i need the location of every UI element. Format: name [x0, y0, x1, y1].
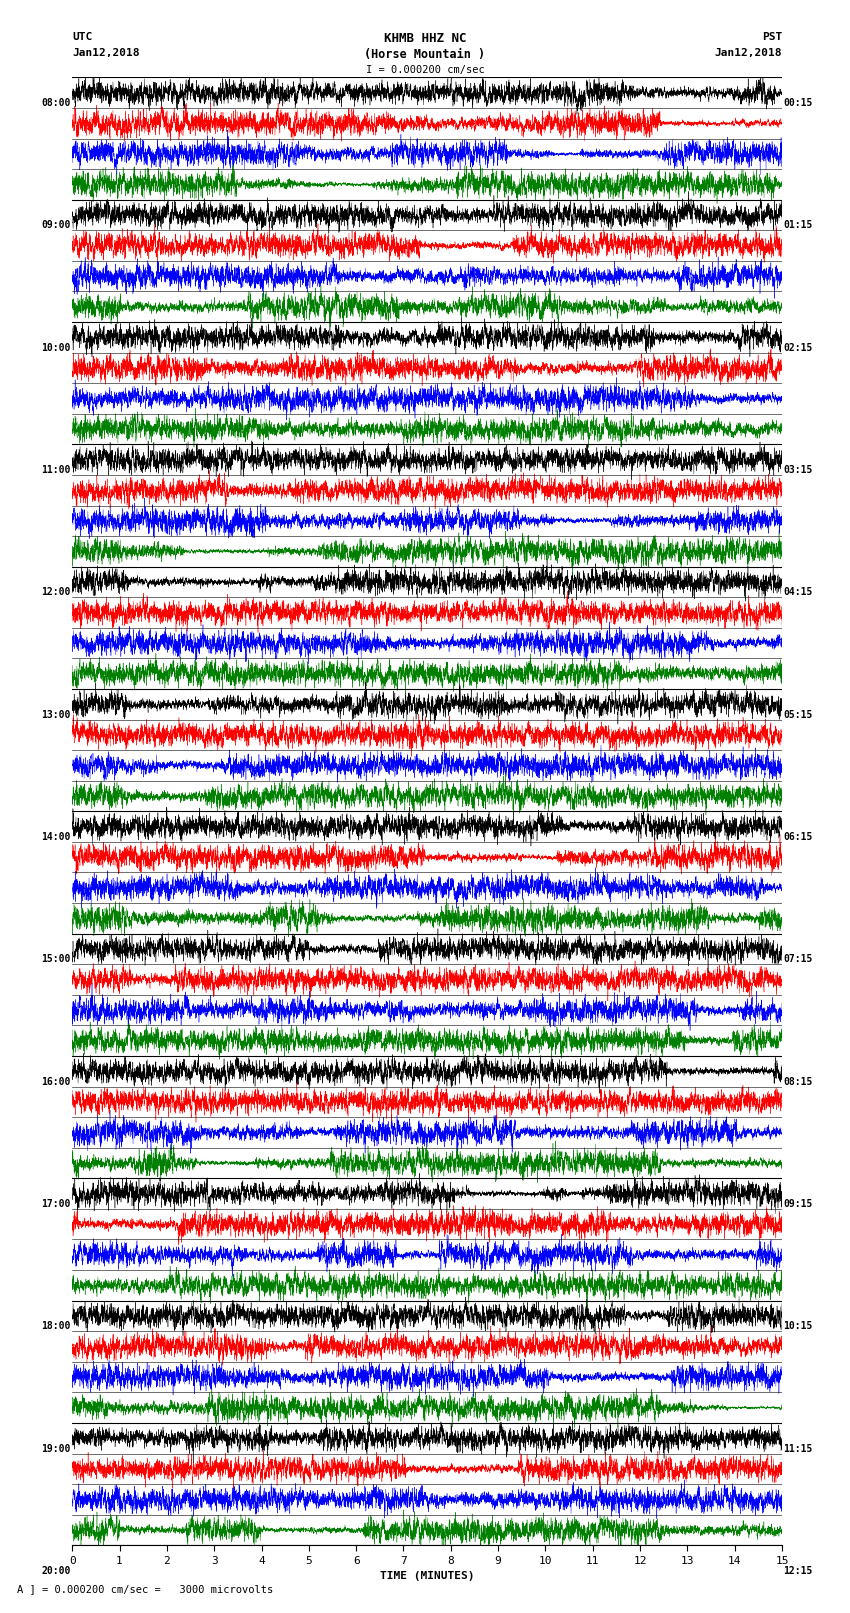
- Text: 10:00: 10:00: [42, 342, 71, 353]
- Text: 03:15: 03:15: [784, 465, 813, 474]
- Text: KHMB HHZ NC: KHMB HHZ NC: [383, 32, 467, 45]
- Text: 01:15: 01:15: [784, 221, 813, 231]
- Text: 12:00: 12:00: [42, 587, 71, 597]
- Text: 04:15: 04:15: [784, 587, 813, 597]
- Text: 02:15: 02:15: [784, 342, 813, 353]
- Text: PST: PST: [762, 32, 782, 42]
- Text: 00:15: 00:15: [784, 98, 813, 108]
- Text: 20:00: 20:00: [42, 1566, 71, 1576]
- Text: 08:15: 08:15: [784, 1076, 813, 1087]
- Text: 11:15: 11:15: [784, 1444, 813, 1453]
- Text: 11:00: 11:00: [42, 465, 71, 474]
- Text: 06:15: 06:15: [784, 832, 813, 842]
- Text: UTC: UTC: [72, 32, 93, 42]
- Text: 15:00: 15:00: [42, 955, 71, 965]
- Text: 18:00: 18:00: [42, 1321, 71, 1331]
- Text: 19:00: 19:00: [42, 1444, 71, 1453]
- Text: (Horse Mountain ): (Horse Mountain ): [365, 48, 485, 61]
- Text: 12:15: 12:15: [784, 1566, 813, 1576]
- Text: Jan12,2018: Jan12,2018: [72, 48, 139, 58]
- X-axis label: TIME (MINUTES): TIME (MINUTES): [380, 1571, 474, 1581]
- Text: 08:00: 08:00: [42, 98, 71, 108]
- Text: 10:15: 10:15: [784, 1321, 813, 1331]
- Text: A ] = 0.000200 cm/sec =   3000 microvolts: A ] = 0.000200 cm/sec = 3000 microvolts: [17, 1584, 273, 1594]
- Text: 05:15: 05:15: [784, 710, 813, 719]
- Text: 16:00: 16:00: [42, 1076, 71, 1087]
- Text: 09:00: 09:00: [42, 221, 71, 231]
- Text: I = 0.000200 cm/sec: I = 0.000200 cm/sec: [366, 65, 484, 74]
- Text: 13:00: 13:00: [42, 710, 71, 719]
- Text: 07:15: 07:15: [784, 955, 813, 965]
- Text: 17:00: 17:00: [42, 1198, 71, 1208]
- Text: Jan12,2018: Jan12,2018: [715, 48, 782, 58]
- Text: 09:15: 09:15: [784, 1198, 813, 1208]
- Text: 14:00: 14:00: [42, 832, 71, 842]
